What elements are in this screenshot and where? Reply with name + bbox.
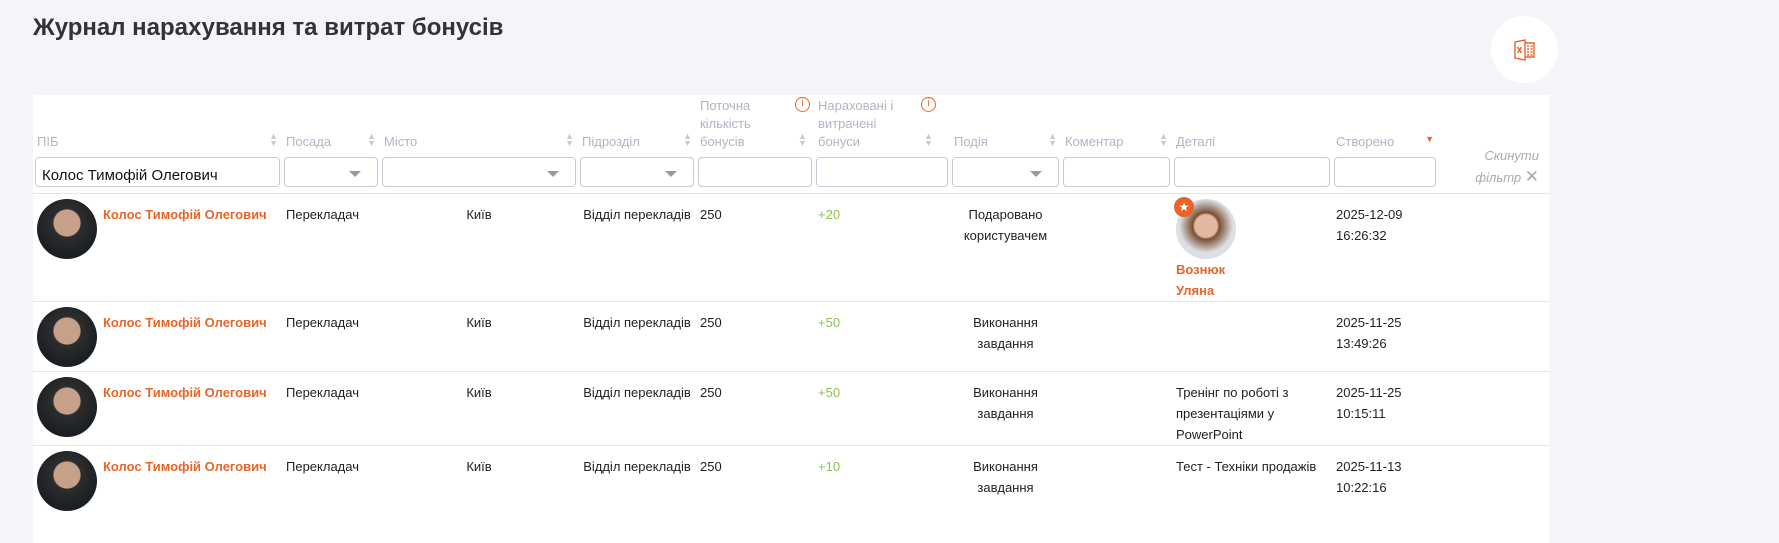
details-text: Тест - Техніки продажів xyxy=(1176,459,1317,474)
department: Відділ перекладів xyxy=(583,207,691,222)
col-created[interactable]: Створено ▼ xyxy=(1332,95,1438,157)
comment xyxy=(1061,302,1172,372)
created-filter-input[interactable] xyxy=(1334,157,1436,187)
city: Київ xyxy=(466,207,492,222)
details xyxy=(1172,302,1332,372)
accrued-bonuses: +50 xyxy=(818,385,841,400)
col-current[interactable]: Поточна кількість бонусів i ▲ ▼ xyxy=(696,95,814,157)
page-title: Журнал нарахування та витрат бонусів xyxy=(33,14,504,41)
details: ★ Вознюк Уляна xyxy=(1172,194,1332,302)
close-icon: ✕ xyxy=(1524,167,1539,186)
department-filter-select[interactable] xyxy=(580,157,694,187)
chevron-down-icon xyxy=(349,171,361,177)
sort-desc-icon: ▼ xyxy=(1425,134,1434,144)
sort-icon: ▲ ▼ xyxy=(683,131,692,148)
position: Перекладач xyxy=(286,207,359,222)
city: Київ xyxy=(466,315,492,330)
accrued-filter-input[interactable] xyxy=(816,157,948,187)
avatar xyxy=(37,199,97,259)
created: 2025-11-13 10:22:16 xyxy=(1336,459,1402,495)
avatar: ★ xyxy=(1174,197,1236,259)
bonus-log-table: ПІБ ▲ ▼ Посада ▲ ▼ Місто ▲ ▼ Підрозділ ▲ ▼ Поточ… xyxy=(33,95,1549,543)
col-position[interactable]: Посада ▲ ▼ xyxy=(286,131,376,150)
details: Тренінг по роботі з презентаціями у Powe… xyxy=(1172,372,1332,446)
department: Відділ перекладів xyxy=(583,385,691,400)
sort-icon: ▲ ▼ xyxy=(1159,131,1168,148)
excel-icon xyxy=(1513,38,1535,61)
col-details: Деталі xyxy=(1176,134,1216,149)
position: Перекладач xyxy=(286,315,359,330)
col-event[interactable]: Подія ▲ ▼ xyxy=(954,131,1057,150)
sort-icon: ▲ ▼ xyxy=(1048,131,1057,148)
accrued-bonuses: +10 xyxy=(818,459,841,474)
comment xyxy=(1061,372,1172,446)
employee-name-link[interactable]: Колос Тимофій Олегович xyxy=(103,207,267,222)
reset-filter-button[interactable]: Скинути фільтр ✕ xyxy=(1475,148,1539,186)
sort-icon: ▲ ▼ xyxy=(367,131,376,148)
comment xyxy=(1061,194,1172,302)
sort-icon: ▲ ▼ xyxy=(269,131,278,148)
name-filter-input[interactable]: Колос Тимофій Олегович xyxy=(35,157,280,187)
comment-filter-input[interactable] xyxy=(1063,157,1170,187)
info-icon[interactable]: i xyxy=(795,97,810,112)
details: Тест - Техніки продажів xyxy=(1172,446,1332,516)
event: Виконання завдання xyxy=(973,315,1038,351)
sort-icon: ▲ ▼ xyxy=(798,131,807,148)
event: Виконання завдання xyxy=(973,385,1038,421)
chevron-down-icon xyxy=(665,171,677,177)
created: 2025-11-25 10:15:11 xyxy=(1336,385,1402,421)
department: Відділ перекладів xyxy=(583,315,691,330)
event-filter-select[interactable] xyxy=(952,157,1059,187)
city-filter-select[interactable] xyxy=(382,157,576,187)
current-bonuses: 250 xyxy=(700,207,722,222)
details-filter-input[interactable] xyxy=(1174,157,1330,187)
comment xyxy=(1061,446,1172,516)
details-text: Тренінг по роботі з презентаціями у Powe… xyxy=(1176,385,1289,442)
chevron-down-icon xyxy=(547,171,559,177)
sort-icon: ▲ ▼ xyxy=(565,131,574,148)
current-filter-input[interactable] xyxy=(698,157,812,187)
employee-name-link[interactable]: Колос Тимофій Олегович xyxy=(103,315,267,330)
col-comment[interactable]: Коментар ▲ ▼ xyxy=(1065,131,1168,150)
event: Виконання завдання xyxy=(973,459,1038,495)
employee-name-link[interactable]: Колос Тимофій Олегович xyxy=(103,385,267,400)
col-accrued[interactable]: Нараховані і витрачені бонуси i ▲ ▼ xyxy=(814,95,950,157)
event: Подаровано користувачем xyxy=(963,207,1048,243)
col-department[interactable]: Підрозділ ▲ ▼ xyxy=(582,131,692,150)
table-row: Колос Тимофій Олегович Перекладач Київ В… xyxy=(33,193,1549,302)
city: Київ xyxy=(466,385,492,400)
current-bonuses: 250 xyxy=(700,459,722,474)
avatar xyxy=(37,451,97,511)
current-bonuses: 250 xyxy=(700,315,722,330)
created: 2025-11-25 13:49:26 xyxy=(1336,315,1402,351)
accrued-bonuses: +20 xyxy=(818,207,841,222)
created: 2025-12-09 16:26:32 xyxy=(1336,207,1403,243)
table-row: Колос Тимофій Олегович Перекладач Київ В… xyxy=(33,371,1549,446)
chevron-down-icon xyxy=(1030,171,1042,177)
city: Київ xyxy=(466,459,492,474)
export-excel-button[interactable] xyxy=(1491,16,1558,83)
table-row: Колос Тимофій Олегович Перекладач Київ В… xyxy=(33,445,1549,516)
avatar xyxy=(37,307,97,367)
position: Перекладач xyxy=(286,385,359,400)
col-city[interactable]: Місто ▲ ▼ xyxy=(384,131,574,150)
accrued-bonuses: +50 xyxy=(818,315,841,330)
position: Перекладач xyxy=(286,459,359,474)
star-icon: ★ xyxy=(1174,197,1194,217)
avatar xyxy=(37,377,97,437)
position-filter-select[interactable] xyxy=(284,157,378,187)
details-person-link[interactable]: Вознюк Уляна xyxy=(1176,262,1226,298)
employee-name-link[interactable]: Колос Тимофій Олегович xyxy=(103,459,267,474)
info-icon[interactable]: i xyxy=(921,97,936,112)
department: Відділ перекладів xyxy=(583,459,691,474)
current-bonuses: 250 xyxy=(700,385,722,400)
sort-icon: ▲ ▼ xyxy=(924,131,933,148)
col-name[interactable]: ПІБ ▲ ▼ xyxy=(37,131,278,150)
table-row: Колос Тимофій Олегович Перекладач Київ В… xyxy=(33,301,1549,372)
